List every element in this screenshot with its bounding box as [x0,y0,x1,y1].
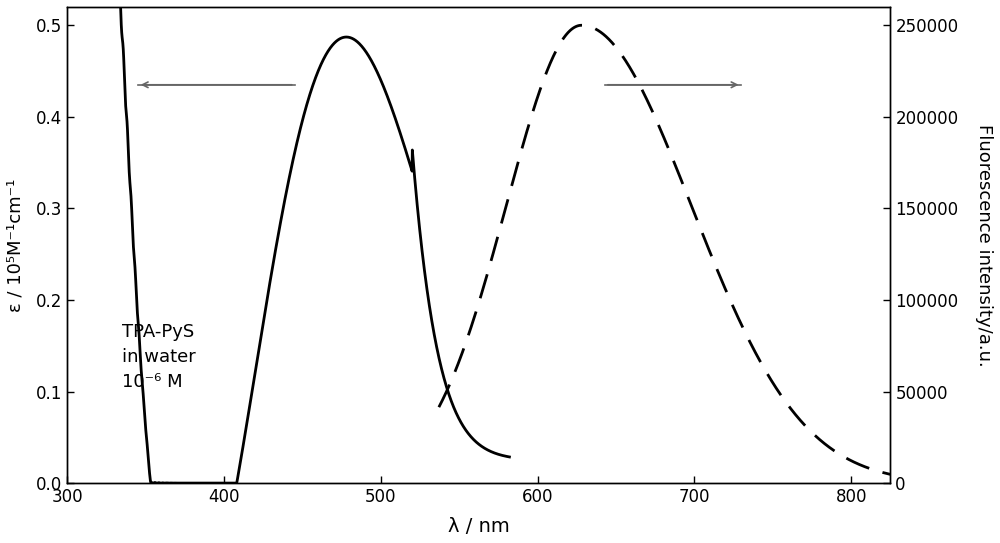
Y-axis label: Fluorescence intensity/a.u.: Fluorescence intensity/a.u. [975,124,993,367]
Y-axis label: ε / 10⁵M⁻¹cm⁻¹: ε / 10⁵M⁻¹cm⁻¹ [7,178,25,312]
Text: TPA-PyS
in water
10⁻⁶ M: TPA-PyS in water 10⁻⁶ M [122,323,196,391]
X-axis label: λ / nm: λ / nm [448,517,510,536]
